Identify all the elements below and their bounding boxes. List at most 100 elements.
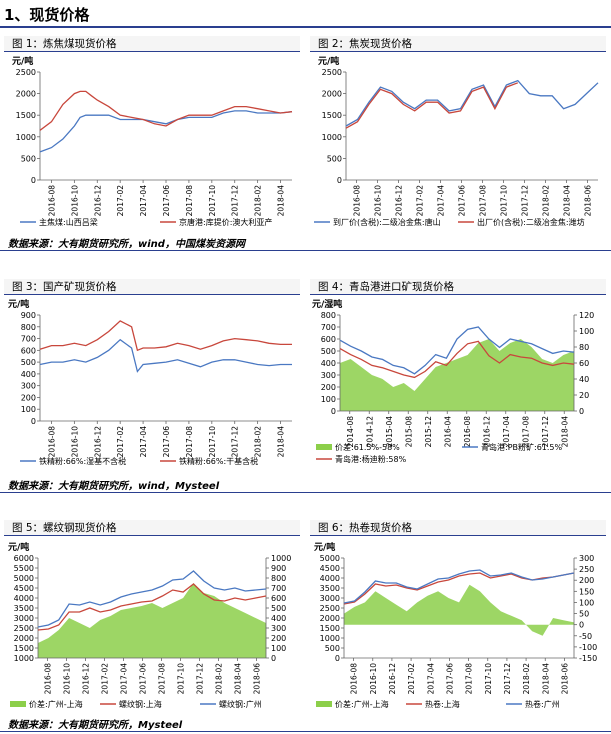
line-series-1 [39,338,292,373]
legend-item-3: 热卷:广州 [506,699,560,709]
y-tick-label: 900 [21,311,36,320]
area-series-1 [340,339,574,411]
chart-3: 元/吨 0 100 200 300 400 500 600 700 800 900 2016-08 20… [8,298,292,466]
legend-label: 出厂价(含税):二级冶金焦:潍坊 [477,217,585,227]
legend-item-3: 螺纹钢:广州 [200,699,262,709]
x-tick-label: 2017-10 [177,663,186,695]
y2-tick-label: 900 [271,564,286,573]
line-series-3 [37,570,267,628]
x-tick-label: 2016-12 [482,416,491,448]
y-tick-label: 2000 [322,90,342,99]
y-tick-label: 2500 [322,68,342,77]
legend-label: 到厂价(含税):二级冶金焦:唐山 [333,217,441,227]
x-tick-label: 2017-02 [116,426,125,458]
chart-5: 元/吨1000150020002500300035004000450050005… [8,541,291,709]
x-tick-label: 2016-08 [44,663,53,695]
y-tick-label: 4000 [14,594,34,603]
line-series-3 [343,569,575,604]
y-tick-label: 1000 [320,634,340,643]
legend-swatch [316,701,332,707]
line-series-2 [37,583,267,631]
y2-tick-label: 100 [579,327,594,336]
x-tick-label: 2016-12 [388,663,397,695]
y-tick-label: 200 [21,393,36,402]
line-series-2 [339,326,575,375]
source-note-1: 数据来源：大有期货研究所，wind，中国煤炭资源网 [8,239,245,250]
y-tick-label: 400 [21,370,36,379]
y-tick-label: 2000 [16,90,36,99]
x-tick-label: 2017-12 [231,185,240,217]
y-unit-label: 元/吨 [8,298,29,310]
y-unit-label: 元/吨 [8,541,29,553]
x-tick-label: 2017-08 [158,663,167,695]
line-series-2 [39,320,292,352]
chart-panel-4: 图 4：青岛港进口矿现货价格 元/湿吨 0 100 200 300 400 500 600 70… [310,279,606,474]
legend-label: 价差:广州-上海 [335,699,389,709]
y-tick-label: 2500 [14,624,34,633]
y-tick-label: 0 [331,407,336,416]
y-tick-label: 700 [21,335,36,344]
y2-tick-label: 60 [579,359,589,368]
y-tick-label: 1500 [16,111,36,120]
x-tick-label: 2018-04 [234,663,243,695]
y-tick-label: 800 [321,311,336,320]
x-tick-label: 2017-02 [416,185,425,217]
x-tick-label: 2017-08 [185,426,194,458]
y2-tick-label: 80 [579,343,589,352]
legend-item-1: 价差:广州-上海 [10,699,83,709]
y2-tick-label: 0 [271,654,276,663]
x-tick-label: 2018-04 [560,416,569,448]
chart-title-6: 图 6：热卷现货价格 [310,520,606,536]
y-tick-label: 500 [325,644,340,653]
x-tick-label: 2017-10 [208,426,217,458]
legend-label: 价差:61.5%-58% [335,442,400,452]
x-tick-label: 2017-08 [521,416,530,448]
legend-item-2: 铁精粉:66%:干基含税 [160,456,258,466]
y2-tick-label: 1000 [271,554,291,563]
y2-tick-label: 200 [271,634,286,643]
legend-label: 热卷:广州 [525,699,560,709]
y2-tick-label: 150 [579,587,594,596]
x-tick-label: 2017-04 [502,416,511,448]
legend-label: 青岛港:杨迪粉:58% [335,454,407,464]
legend-item-1: 到厂价(含税):二级冶金焦:唐山 [314,217,441,227]
y-tick-label: 0 [31,417,36,426]
chart-panel-3: 图 3：国产矿现货价格 元/吨 0 100 200 300 400 500 600 700 800… [4,279,300,474]
legend-item-2: 螺纹钢:上海 [100,699,162,709]
y2-tick-label: 20 [579,391,589,400]
y-tick-label: 400 [321,359,336,368]
y-tick-label: 100 [321,395,336,404]
x-tick-label: 2018-04 [277,185,286,217]
legend-item-2: 出厂价(含税):二级冶金焦:潍坊 [458,217,585,227]
chart-panel-1: 图 1：炼焦煤现货价格 元/吨 0 500 1000 1500 2000 2500 2016-… [4,36,300,236]
x-tick-label: 2018-06 [253,663,262,695]
x-tick-label: 2016-10 [63,663,72,695]
y2-tick-label: 0 [579,407,584,416]
x-tick-label: 2016-10 [70,426,79,458]
x-tick-label: 2017-12 [503,663,512,695]
source-note-3: 数据来源：大有期货研究所，Mysteel [8,720,183,731]
source-divider-1 [0,250,611,251]
legend-item-1: 价差:61.5%-58% [316,442,400,452]
chart-2: 元/吨 0 500 1000 1500 2000 2500 2016-08 2016-10 201… [314,55,599,227]
legend-item-1: 主焦煤:山西吕梁 [20,217,98,227]
legend-item-1: 价差:广州-上海 [316,699,389,709]
chart-panel-6: 图 6：热卷现货价格 元/吨 0 500 1000 1500 2000 2500 3000 35… [310,520,606,714]
y2-tick-label: 120 [579,311,594,320]
y2-tick-label: 40 [579,375,589,384]
source-note-2: 数据来源：大有期货研究所，wind，Mysteel [8,481,220,492]
y-tick-label: 3500 [320,584,340,593]
x-tick-label: 2017-02 [407,663,416,695]
y2-tick-label: 50 [579,610,589,619]
legend-label: 主焦煤:山西吕梁 [39,217,98,227]
chart-4: 元/湿吨 0 100 200 300 400 500 600 700 800 0 20 40 60 80 10… [312,298,594,464]
legend-label: 铁精粉:66%:湿基不含税 [39,456,126,466]
y2-tick-label: -150 [579,654,597,663]
y-tick-label: 100 [21,405,36,414]
y-tick-label: 800 [21,323,36,332]
y-tick-label: 1000 [14,654,34,663]
x-tick-label: 2017-12 [196,663,205,695]
legend-label: 热卷:上海 [425,699,460,709]
chart-title-3: 图 3：国产矿现货价格 [4,279,300,295]
x-tick-label: 2016-08 [463,416,472,448]
